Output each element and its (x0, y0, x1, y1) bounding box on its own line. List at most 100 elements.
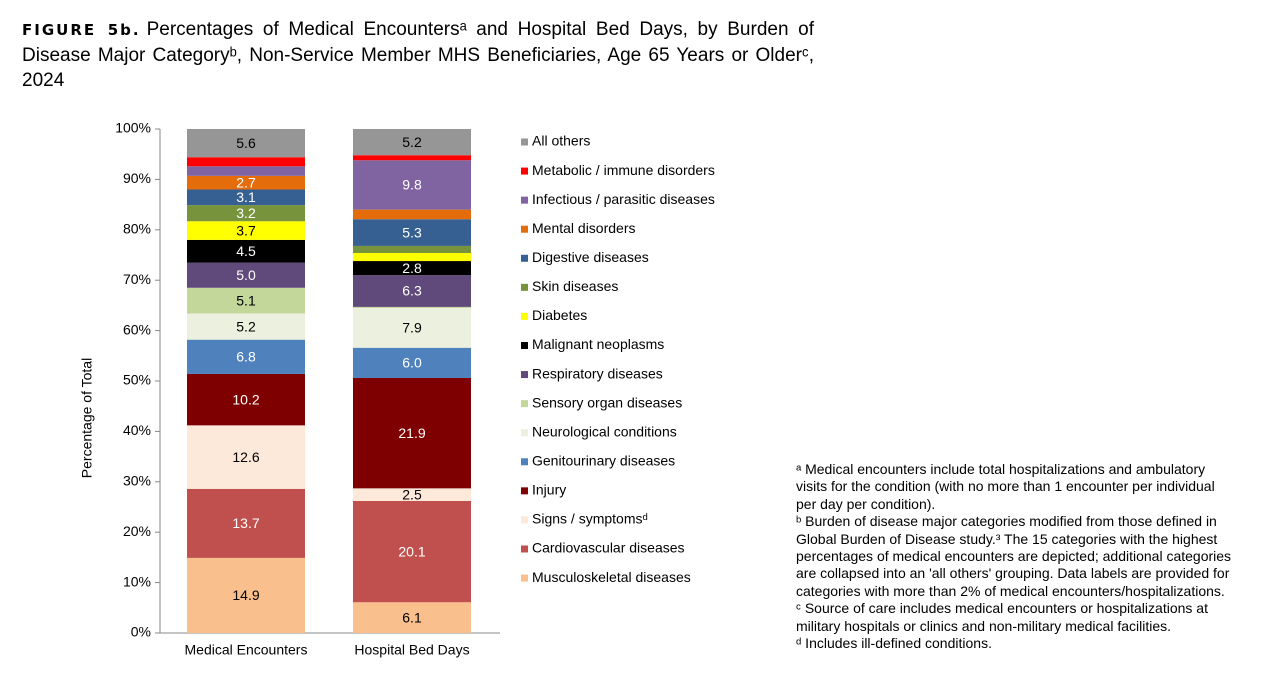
data-label: 13.7 (232, 515, 259, 531)
bar-segment (353, 275, 471, 307)
x-tick-label: Hospital Bed Days (354, 642, 469, 658)
bar-segment (187, 189, 305, 206)
legend-label: Mental disorders (532, 220, 636, 236)
data-label: 6.8 (236, 349, 256, 365)
bar-segment (187, 339, 305, 374)
footnote: ᵈ Includes ill-defined conditions. (796, 635, 992, 652)
legend-swatch (521, 341, 528, 349)
legend-label: Neurological conditions (532, 423, 677, 439)
bar-segment (353, 245, 471, 253)
data-label: 5.6 (236, 135, 256, 151)
legend-swatch (521, 371, 528, 379)
bar-segment (353, 219, 471, 246)
data-label: 5.2 (402, 134, 422, 150)
legend-swatch (521, 574, 528, 582)
chart-title-block: FIGURE 5b. Percentages of Medical Encount… (22, 17, 814, 93)
bar-segment (187, 205, 305, 222)
y-tick-label: 50% (123, 372, 151, 388)
legend-label: Genitourinary diseases (532, 452, 675, 468)
bar-segment (353, 307, 471, 348)
bar-segment (187, 488, 305, 558)
bar-segment (353, 602, 471, 633)
bar-segment (187, 557, 305, 633)
bar-segment (187, 129, 305, 158)
data-label: 2.5 (402, 486, 422, 502)
data-label: 7.9 (402, 320, 422, 336)
legend-swatch (521, 225, 528, 233)
y-tick-label: 70% (123, 271, 151, 287)
legend-swatch (521, 429, 528, 437)
legend-swatch (521, 400, 528, 408)
footnote: ᵇ Burden of disease major categories mod… (796, 513, 1232, 599)
data-label: 20.1 (398, 543, 425, 559)
legend-label: Infectious / parasitic diseases (532, 191, 715, 207)
data-label: 3.1 (236, 189, 256, 205)
legend-swatch (521, 167, 528, 175)
legend-swatch (521, 196, 528, 204)
bar-segment (187, 313, 305, 340)
bar-segment (353, 129, 471, 156)
bar-segment (353, 261, 471, 276)
data-label: 4.5 (236, 243, 256, 259)
data-label: 2.7 (236, 174, 256, 190)
bar-segment (353, 155, 471, 161)
bar-segment (187, 157, 305, 167)
legend-swatch (521, 545, 528, 553)
bar-segment (187, 425, 305, 489)
legend-label: Skin diseases (532, 278, 618, 294)
chart-title: Percentages of Medical Encountersᵃ and H… (22, 19, 814, 91)
legend-swatch (521, 312, 528, 320)
legend-label: Respiratory diseases (532, 365, 663, 381)
bar-segment (353, 160, 471, 210)
footnote: ᶜ Source of care includes medical encoun… (796, 600, 1208, 634)
y-axis-label: Percentage of Total (79, 358, 95, 478)
bar-segment (187, 166, 305, 176)
legend-swatch (521, 138, 528, 146)
data-label: 6.0 (402, 355, 422, 371)
data-label: 12.6 (232, 449, 259, 465)
legend-label: Diabetes (532, 307, 587, 323)
y-tick-label: 80% (123, 221, 151, 237)
bar-segment (187, 373, 305, 426)
bar-segment (187, 262, 305, 288)
legend-label: Injury (532, 482, 566, 498)
legend-swatch (521, 516, 528, 524)
legend-label: Malignant neoplasms (532, 336, 664, 352)
bar-segment (353, 209, 471, 220)
y-tick-label: 30% (123, 473, 151, 489)
y-tick-label: 0% (131, 624, 151, 640)
bar-segment (187, 287, 305, 314)
x-tick-label: Medical Encounters (185, 642, 308, 658)
legend-swatch (521, 487, 528, 495)
bar-segment (187, 239, 305, 263)
data-label: 3.2 (236, 205, 256, 221)
y-tick-label: 10% (123, 573, 151, 589)
bar-segment (353, 347, 471, 378)
legend-swatch (521, 254, 528, 262)
data-label: 9.8 (402, 177, 422, 193)
footnotes: ᵃ Medical encounters include total hospi… (796, 461, 1236, 652)
data-label: 5.1 (236, 292, 256, 308)
figure-label: FIGURE 5b. (22, 21, 141, 39)
bar-segment (187, 175, 305, 190)
y-tick-label: 40% (123, 422, 151, 438)
data-label: 6.1 (402, 609, 422, 625)
bar-segment (353, 306, 471, 308)
data-label: 5.2 (236, 318, 256, 334)
bar-segment (353, 252, 471, 262)
y-tick-label: 60% (123, 321, 151, 337)
bar-segment (353, 377, 471, 489)
footnote: ᵃ Medical encounters include total hospi… (796, 461, 1215, 512)
legend-label: Sensory organ diseases (532, 394, 682, 410)
y-tick-label: 100% (115, 120, 151, 136)
data-label: 6.3 (402, 283, 422, 299)
legend-swatch (521, 283, 528, 291)
data-label: 10.2 (232, 391, 259, 407)
legend-label: All others (532, 133, 590, 149)
data-label: 2.8 (402, 260, 422, 276)
bar-segment (353, 488, 471, 501)
y-tick-label: 20% (123, 523, 151, 539)
data-label: 5.0 (236, 267, 256, 283)
